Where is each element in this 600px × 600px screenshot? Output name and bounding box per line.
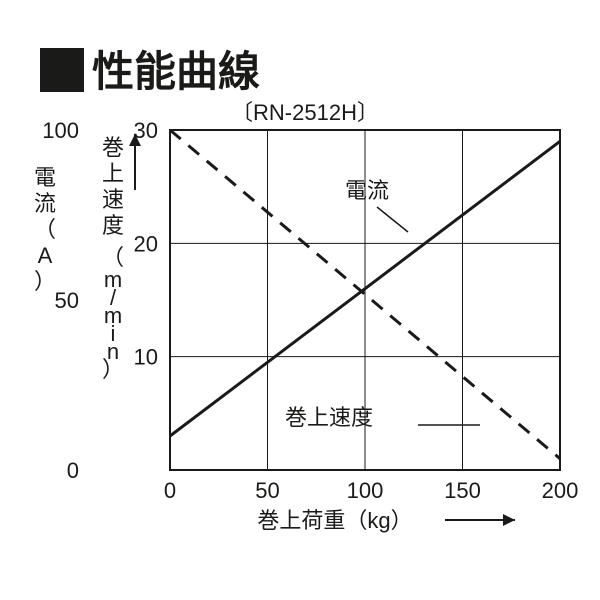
y-inner-tick: 10 xyxy=(134,345,158,370)
x-arrow-head xyxy=(503,514,515,526)
y-outer-label-char: 電 xyxy=(34,165,56,190)
x-tick-label: 100 xyxy=(347,478,384,503)
series-label-巻上速度: 巻上速度 xyxy=(285,405,373,430)
x-tick-label: 150 xyxy=(444,478,481,503)
y-outer-tick: 0 xyxy=(67,458,79,483)
x-tick-label: 0 xyxy=(164,478,176,503)
series-label-電流: 電流 xyxy=(345,178,389,203)
y-outer-label-char: （ xyxy=(34,217,56,242)
y-outer-label-char: ） xyxy=(34,269,56,294)
y-inner-unit-char: ） xyxy=(102,357,124,382)
x-axis-label: 巻上荷重（kg） xyxy=(257,508,412,533)
model-label: 〔RN-2512H〕 xyxy=(231,100,379,125)
y-outer-tick: 100 xyxy=(42,118,79,143)
y-outer-label-char: A xyxy=(38,243,53,268)
y-inner-label-char: 上 xyxy=(102,161,124,186)
y-inner-label-char: 巻 xyxy=(102,135,124,160)
y-inner-label-char: 速 xyxy=(102,187,124,212)
performance-chart: 050100150200102030050100巻上荷重（kg）電流（A）巻上速… xyxy=(0,0,600,600)
x-tick-label: 50 xyxy=(255,478,279,503)
y-outer-tick: 50 xyxy=(55,288,79,313)
y-inner-tick: 20 xyxy=(134,231,158,256)
x-tick-label: 200 xyxy=(542,478,579,503)
y-outer-label-char: 流 xyxy=(34,191,56,216)
leader-電流 xyxy=(377,207,408,232)
y-inner-label-char: 度 xyxy=(102,213,124,238)
